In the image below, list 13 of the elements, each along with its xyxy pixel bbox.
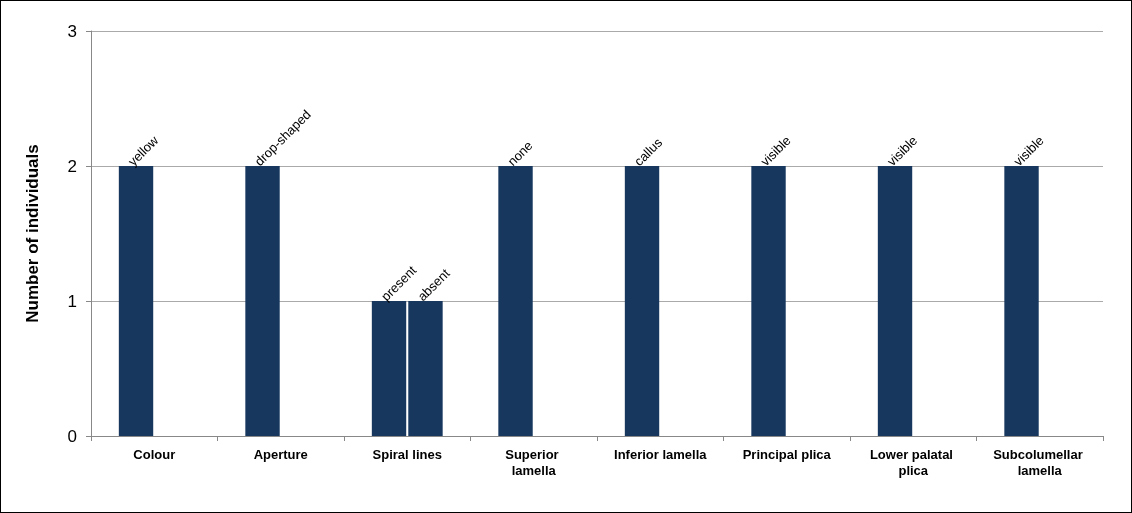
y-tick-label: 0 — [67, 426, 77, 446]
x-tick-label: Spiral lines — [372, 446, 442, 462]
x-tick-label: Subcolumellar lamella — [993, 446, 1087, 478]
y-tick-label: 3 — [67, 21, 77, 41]
x-tick-label: Principal plica — [742, 446, 832, 462]
x-tick-label: Colour — [133, 446, 176, 462]
y-tick-label: 2 — [67, 156, 77, 176]
x-tick-label: Superior lamella — [505, 446, 563, 478]
x-tick-label: Lower palatal plica — [869, 446, 957, 478]
y-tick-label: 1 — [67, 291, 77, 311]
x-tick-label: Inferior lamella — [614, 446, 708, 462]
x-tick-label: Aperture — [253, 446, 308, 462]
y-axis-title: Number of individuals — [23, 144, 42, 323]
